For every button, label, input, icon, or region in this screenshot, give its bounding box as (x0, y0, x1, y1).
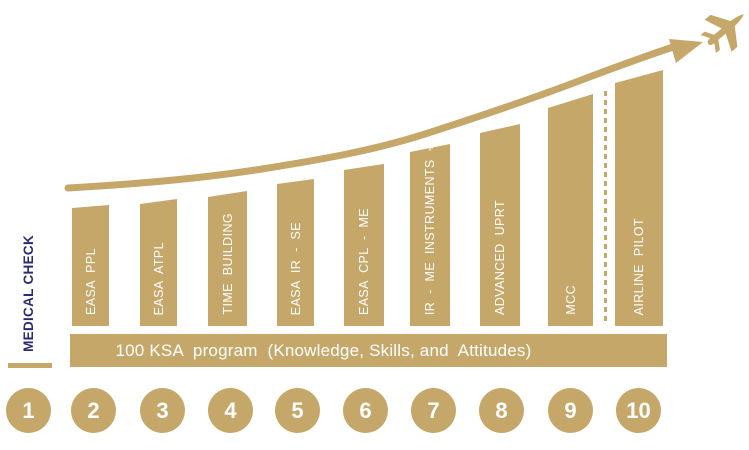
stage-bar-label: AIRLINE PILOT (632, 217, 646, 315)
stage-bar-mcc: MCC (548, 94, 593, 326)
ksa-program-bar: 100 KSA program (Knowledge, Skills, and … (70, 334, 667, 367)
step-circle-7: 7 (411, 388, 456, 433)
stage-bar-easa-atpl: EASA ATPL (140, 199, 177, 326)
medical-check-column: MEDICAL CHECK (10, 235, 46, 352)
ksa-program-label: 100 KSA program (Knowledge, Skills, and … (115, 340, 532, 360)
stage-bar-label: ADVANCED UPRT (493, 199, 507, 315)
stage-bar-label: EASA PPL (83, 248, 98, 315)
arrowhead-icon (669, 39, 703, 63)
stage-bar-time-building: TIME BUILDING (208, 191, 247, 326)
step-number: 10 (626, 397, 651, 423)
step-circle-9: 9 (548, 388, 593, 433)
step-circle-3: 3 (140, 388, 185, 433)
step-circle-10: 10 (616, 388, 661, 433)
step-number: 6 (359, 397, 372, 423)
airplane-icon (700, 14, 744, 54)
stage-bar-label: MCC (563, 285, 578, 315)
stage-bar-label: EASA ATPL (151, 241, 166, 315)
medical-check-underline (8, 363, 52, 368)
stage-bar-easa-cpl-me: EASA CPL - ME (344, 164, 384, 326)
stage-bar-label: EASA IR - SE (288, 221, 303, 315)
step-circle-8: 8 (479, 388, 524, 433)
stage-bar-label: EASA CPL - ME (357, 207, 371, 315)
stage-bar-easa-ir-se: EASA IR - SE (277, 179, 314, 326)
step-circle-1: 1 (6, 388, 51, 433)
step-number: 1 (22, 397, 35, 423)
step-circle-6: 6 (343, 388, 388, 433)
growth-arrow-curve (64, 42, 680, 192)
step-number: 5 (291, 397, 304, 423)
medical-check-label: MEDICAL CHECK (20, 235, 36, 352)
step-circle-2: 2 (71, 388, 116, 433)
step-circle-5: 5 (275, 388, 320, 433)
step-number: 8 (495, 397, 508, 423)
stage-bar-airline-pilot: AIRLINE PILOT (615, 70, 663, 326)
stage-bar-ir-me-instruments-pbn: IR - ME INSTRUMENTS + PBN (410, 144, 450, 326)
step-number: 7 (427, 397, 440, 423)
stage-bar-label: TIME BUILDING (220, 213, 235, 315)
stage-bar-easa-ppl: EASA PPL (72, 205, 109, 326)
step-number: 9 (564, 397, 577, 423)
step-number: 4 (224, 397, 237, 423)
stage-bar-advanced-uprt: ADVANCED UPRT (480, 124, 520, 326)
step-number: 3 (156, 397, 169, 423)
step-circle-4: 4 (208, 388, 253, 433)
step-number: 2 (87, 397, 100, 423)
